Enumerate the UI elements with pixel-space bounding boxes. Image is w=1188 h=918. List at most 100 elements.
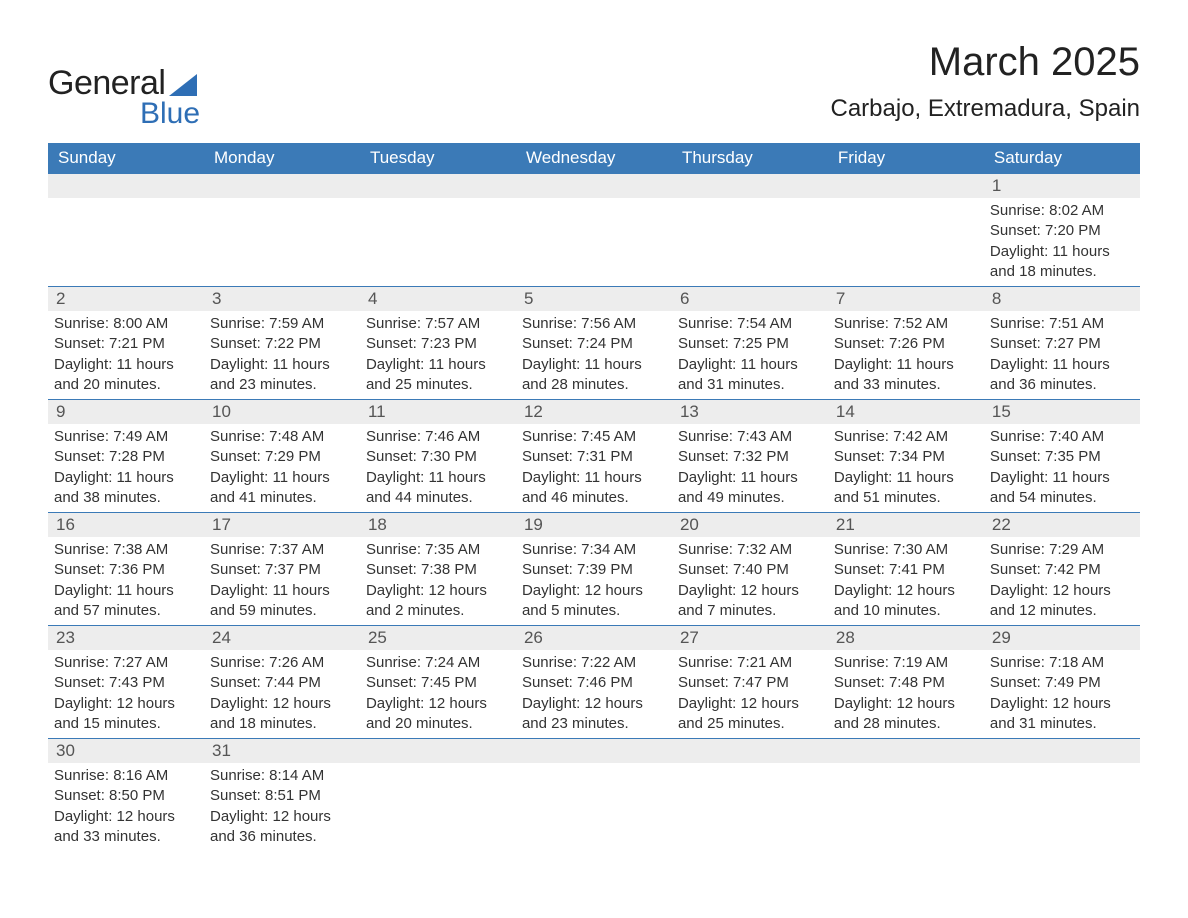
day-number: 24: [204, 626, 360, 650]
day-cell-number: 18: [360, 513, 516, 538]
day-number: 22: [984, 513, 1140, 537]
day-details: Sunrise: 7:18 AMSunset: 7:49 PMDaylight:…: [984, 650, 1140, 738]
week-content-row: Sunrise: 8:00 AMSunset: 7:21 PMDaylight:…: [48, 311, 1140, 400]
day-cell-number: 21: [828, 513, 984, 538]
day-cell-number: 23: [48, 626, 204, 651]
day-details: Sunrise: 7:46 AMSunset: 7:30 PMDaylight:…: [360, 424, 516, 512]
day-cell-content: Sunrise: 7:48 AMSunset: 7:29 PMDaylight:…: [204, 424, 360, 513]
day-number: [360, 739, 516, 763]
day-cell-number: 25: [360, 626, 516, 651]
day-details: Sunrise: 7:57 AMSunset: 7:23 PMDaylight:…: [360, 311, 516, 399]
day-cell-content: Sunrise: 7:29 AMSunset: 7:42 PMDaylight:…: [984, 537, 1140, 626]
day-details: [360, 763, 516, 790]
day-header-row: SundayMondayTuesdayWednesdayThursdayFrid…: [48, 143, 1140, 174]
day-number: 14: [828, 400, 984, 424]
day-cell-number: [516, 739, 672, 764]
day-details: Sunrise: 7:49 AMSunset: 7:28 PMDaylight:…: [48, 424, 204, 512]
day-cell-number: 24: [204, 626, 360, 651]
day-details: Sunrise: 7:42 AMSunset: 7:34 PMDaylight:…: [828, 424, 984, 512]
day-cell-content: Sunrise: 7:35 AMSunset: 7:38 PMDaylight:…: [360, 537, 516, 626]
day-number: 23: [48, 626, 204, 650]
day-number: 17: [204, 513, 360, 537]
day-cell-content: Sunrise: 7:37 AMSunset: 7:37 PMDaylight:…: [204, 537, 360, 626]
day-number: 7: [828, 287, 984, 311]
day-cell-content: Sunrise: 7:24 AMSunset: 7:45 PMDaylight:…: [360, 650, 516, 739]
sail-icon: [169, 74, 197, 96]
day-details: [672, 198, 828, 225]
day-cell-content: Sunrise: 7:27 AMSunset: 7:43 PMDaylight:…: [48, 650, 204, 739]
day-details: Sunrise: 7:29 AMSunset: 7:42 PMDaylight:…: [984, 537, 1140, 625]
week-content-row: Sunrise: 7:27 AMSunset: 7:43 PMDaylight:…: [48, 650, 1140, 739]
day-number: [672, 739, 828, 763]
day-number: 1: [984, 174, 1140, 198]
day-header: Monday: [204, 143, 360, 174]
week-daynum-row: 3031: [48, 739, 1140, 764]
day-cell-content: [828, 198, 984, 287]
day-cell-content: Sunrise: 7:57 AMSunset: 7:23 PMDaylight:…: [360, 311, 516, 400]
day-number: 25: [360, 626, 516, 650]
day-cell-content: Sunrise: 8:14 AMSunset: 8:51 PMDaylight:…: [204, 763, 360, 851]
day-cell-number: 6: [672, 287, 828, 312]
day-details: Sunrise: 7:27 AMSunset: 7:43 PMDaylight:…: [48, 650, 204, 738]
day-cell-number: 13: [672, 400, 828, 425]
day-cell-number: [360, 739, 516, 764]
day-number: [828, 739, 984, 763]
day-details: Sunrise: 8:14 AMSunset: 8:51 PMDaylight:…: [204, 763, 360, 851]
day-cell-number: [828, 739, 984, 764]
day-cell-number: [672, 739, 828, 764]
day-cell-number: 7: [828, 287, 984, 312]
day-number: 21: [828, 513, 984, 537]
day-cell-number: 27: [672, 626, 828, 651]
day-details: Sunrise: 7:52 AMSunset: 7:26 PMDaylight:…: [828, 311, 984, 399]
day-details: Sunrise: 7:43 AMSunset: 7:32 PMDaylight:…: [672, 424, 828, 512]
day-cell-content: Sunrise: 7:22 AMSunset: 7:46 PMDaylight:…: [516, 650, 672, 739]
day-details: Sunrise: 7:19 AMSunset: 7:48 PMDaylight:…: [828, 650, 984, 738]
day-cell-number: [672, 174, 828, 199]
day-cell-content: [204, 198, 360, 287]
day-cell-number: 28: [828, 626, 984, 651]
day-number: [516, 174, 672, 198]
day-cell-content: [828, 763, 984, 851]
page-title: March 2025: [831, 40, 1141, 85]
day-details: Sunrise: 7:32 AMSunset: 7:40 PMDaylight:…: [672, 537, 828, 625]
day-cell-number: 30: [48, 739, 204, 764]
day-details: Sunrise: 7:30 AMSunset: 7:41 PMDaylight:…: [828, 537, 984, 625]
day-details: Sunrise: 7:48 AMSunset: 7:29 PMDaylight:…: [204, 424, 360, 512]
day-details: Sunrise: 7:40 AMSunset: 7:35 PMDaylight:…: [984, 424, 1140, 512]
day-cell-content: Sunrise: 7:26 AMSunset: 7:44 PMDaylight:…: [204, 650, 360, 739]
day-number: 2: [48, 287, 204, 311]
day-number: 4: [360, 287, 516, 311]
day-details: Sunrise: 7:59 AMSunset: 7:22 PMDaylight:…: [204, 311, 360, 399]
day-header: Tuesday: [360, 143, 516, 174]
day-cell-content: [984, 763, 1140, 851]
day-cell-number: [828, 174, 984, 199]
day-number: 8: [984, 287, 1140, 311]
day-cell-content: Sunrise: 8:16 AMSunset: 8:50 PMDaylight:…: [48, 763, 204, 851]
day-cell-number: [984, 739, 1140, 764]
day-cell-content: [672, 198, 828, 287]
day-cell-number: 14: [828, 400, 984, 425]
day-cell-number: [360, 174, 516, 199]
day-cell-number: 19: [516, 513, 672, 538]
day-header: Thursday: [672, 143, 828, 174]
day-cell-content: Sunrise: 7:59 AMSunset: 7:22 PMDaylight:…: [204, 311, 360, 400]
day-details: Sunrise: 7:54 AMSunset: 7:25 PMDaylight:…: [672, 311, 828, 399]
day-number: 20: [672, 513, 828, 537]
week-daynum-row: 2345678: [48, 287, 1140, 312]
day-cell-number: 22: [984, 513, 1140, 538]
day-cell-content: Sunrise: 7:51 AMSunset: 7:27 PMDaylight:…: [984, 311, 1140, 400]
day-cell-content: Sunrise: 7:32 AMSunset: 7:40 PMDaylight:…: [672, 537, 828, 626]
day-cell-content: [48, 198, 204, 287]
day-cell-number: 5: [516, 287, 672, 312]
day-cell-number: 3: [204, 287, 360, 312]
day-cell-number: 15: [984, 400, 1140, 425]
day-number: 29: [984, 626, 1140, 650]
day-cell-number: 16: [48, 513, 204, 538]
day-cell-content: [516, 763, 672, 851]
day-cell-number: 1: [984, 174, 1140, 199]
day-cell-number: 26: [516, 626, 672, 651]
day-cell-number: 8: [984, 287, 1140, 312]
day-details: [48, 198, 204, 225]
day-cell-content: [360, 198, 516, 287]
day-details: Sunrise: 7:37 AMSunset: 7:37 PMDaylight:…: [204, 537, 360, 625]
